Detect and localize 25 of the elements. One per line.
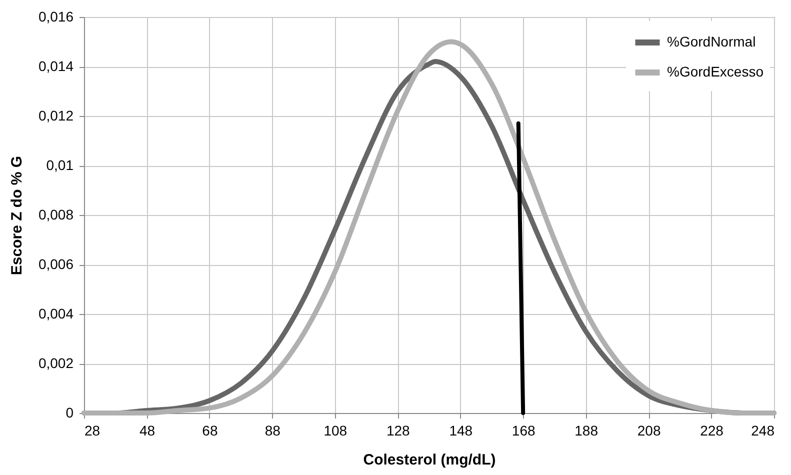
x-tick-label: 128 [386, 422, 410, 438]
x-tick-label: 108 [324, 422, 348, 438]
y-tick-label: 0,002 [38, 355, 74, 371]
y-axis-title: Escore Z do % G [8, 156, 26, 276]
x-tick-label: 88 [264, 422, 281, 438]
x-tick-label: 48 [139, 422, 156, 438]
x-axis-title: Colesterol (mg/dL) [363, 452, 496, 468]
x-tick-label: 228 [700, 422, 724, 438]
y-tick-label: 0,008 [38, 206, 74, 222]
y-tick-label: 0,016 [38, 8, 74, 24]
y-tick-label: 0,004 [38, 306, 74, 322]
x-tick-label: 188 [574, 422, 598, 438]
y-tick-label: 0 [66, 404, 74, 420]
legend-label: %GordExcesso [667, 64, 764, 80]
y-tick-label: 0,014 [38, 58, 74, 74]
x-tick-label: 168 [512, 422, 536, 438]
x-tick-label: 208 [637, 422, 661, 438]
x-tick-label: 248 [751, 422, 775, 438]
x-tick-label: 148 [449, 422, 473, 438]
y-tick-label: 0,006 [38, 256, 74, 272]
y-tick-label: 0,01 [46, 157, 74, 173]
x-tick-label: 28 [84, 422, 100, 438]
x-tick-label: 68 [202, 422, 218, 438]
legend-label: %GordNormal [667, 34, 756, 50]
y-tick-label: 0,012 [38, 108, 74, 124]
